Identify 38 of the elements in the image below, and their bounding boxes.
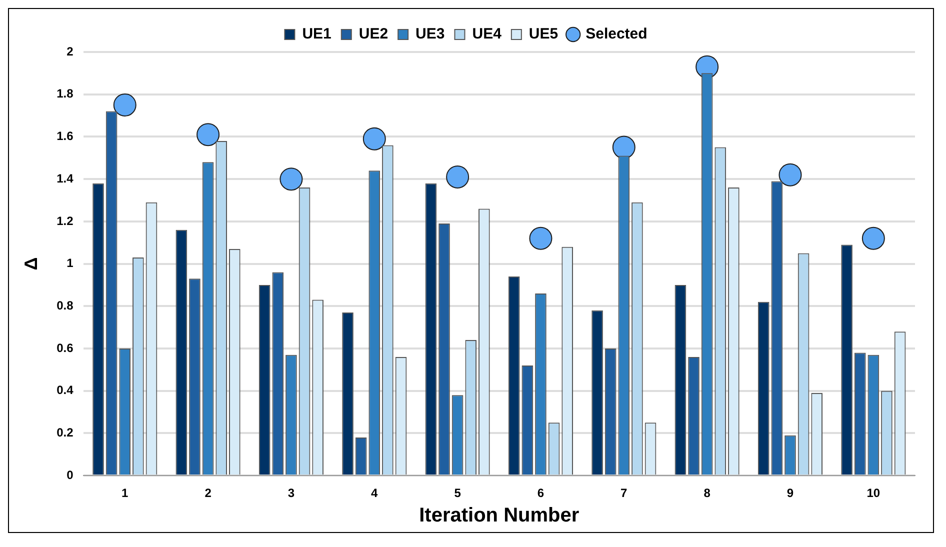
point — [529, 226, 552, 250]
y-tick-label: 1.8 — [56, 86, 74, 101]
legend-label: UE1 — [302, 26, 332, 43]
point — [862, 226, 885, 250]
x-tick-label: 8 — [704, 486, 711, 500]
y-axis-title: Δ — [20, 257, 41, 270]
point — [113, 93, 136, 116]
legend-label: UE3 — [416, 26, 445, 43]
legend-label: UE4 — [472, 26, 502, 43]
legend-label: UE5 — [528, 26, 558, 43]
x-tick-label: 10 — [866, 486, 880, 500]
y-tick-label: 1 — [66, 256, 74, 270]
y-tick-label: 0.4 — [56, 383, 74, 398]
y-tick-label: 1.6 — [56, 129, 74, 144]
x-axis-title: Iteration Number — [419, 504, 580, 527]
point — [362, 127, 386, 150]
y-tick-label: 1.4 — [56, 171, 74, 186]
point — [612, 136, 636, 159]
y-tick-label: 0.6 — [56, 340, 74, 355]
legend-label: UE2 — [358, 26, 388, 43]
x-tick-label: 7 — [620, 486, 628, 500]
y-tick-label: 2 — [66, 44, 74, 58]
x-tick-label: 6 — [537, 486, 544, 500]
x-tick-label: 4 — [371, 486, 378, 500]
legend-label: Selected — [586, 26, 648, 43]
point — [446, 165, 470, 188]
point — [196, 123, 220, 146]
point — [778, 163, 802, 186]
y-tick-label: 0 — [66, 468, 74, 482]
point — [280, 168, 303, 191]
x-tick-label: 2 — [204, 486, 212, 500]
x-tick-label: 9 — [786, 486, 794, 500]
x-tick-label: 1 — [122, 486, 129, 500]
y-tick-label: 1.2 — [56, 214, 74, 228]
y-tick-label: 0.8 — [56, 298, 74, 312]
x-tick-label: 3 — [288, 486, 295, 500]
y-tick-label: 0.2 — [56, 426, 74, 440]
x-tick-label: 5 — [454, 486, 462, 500]
